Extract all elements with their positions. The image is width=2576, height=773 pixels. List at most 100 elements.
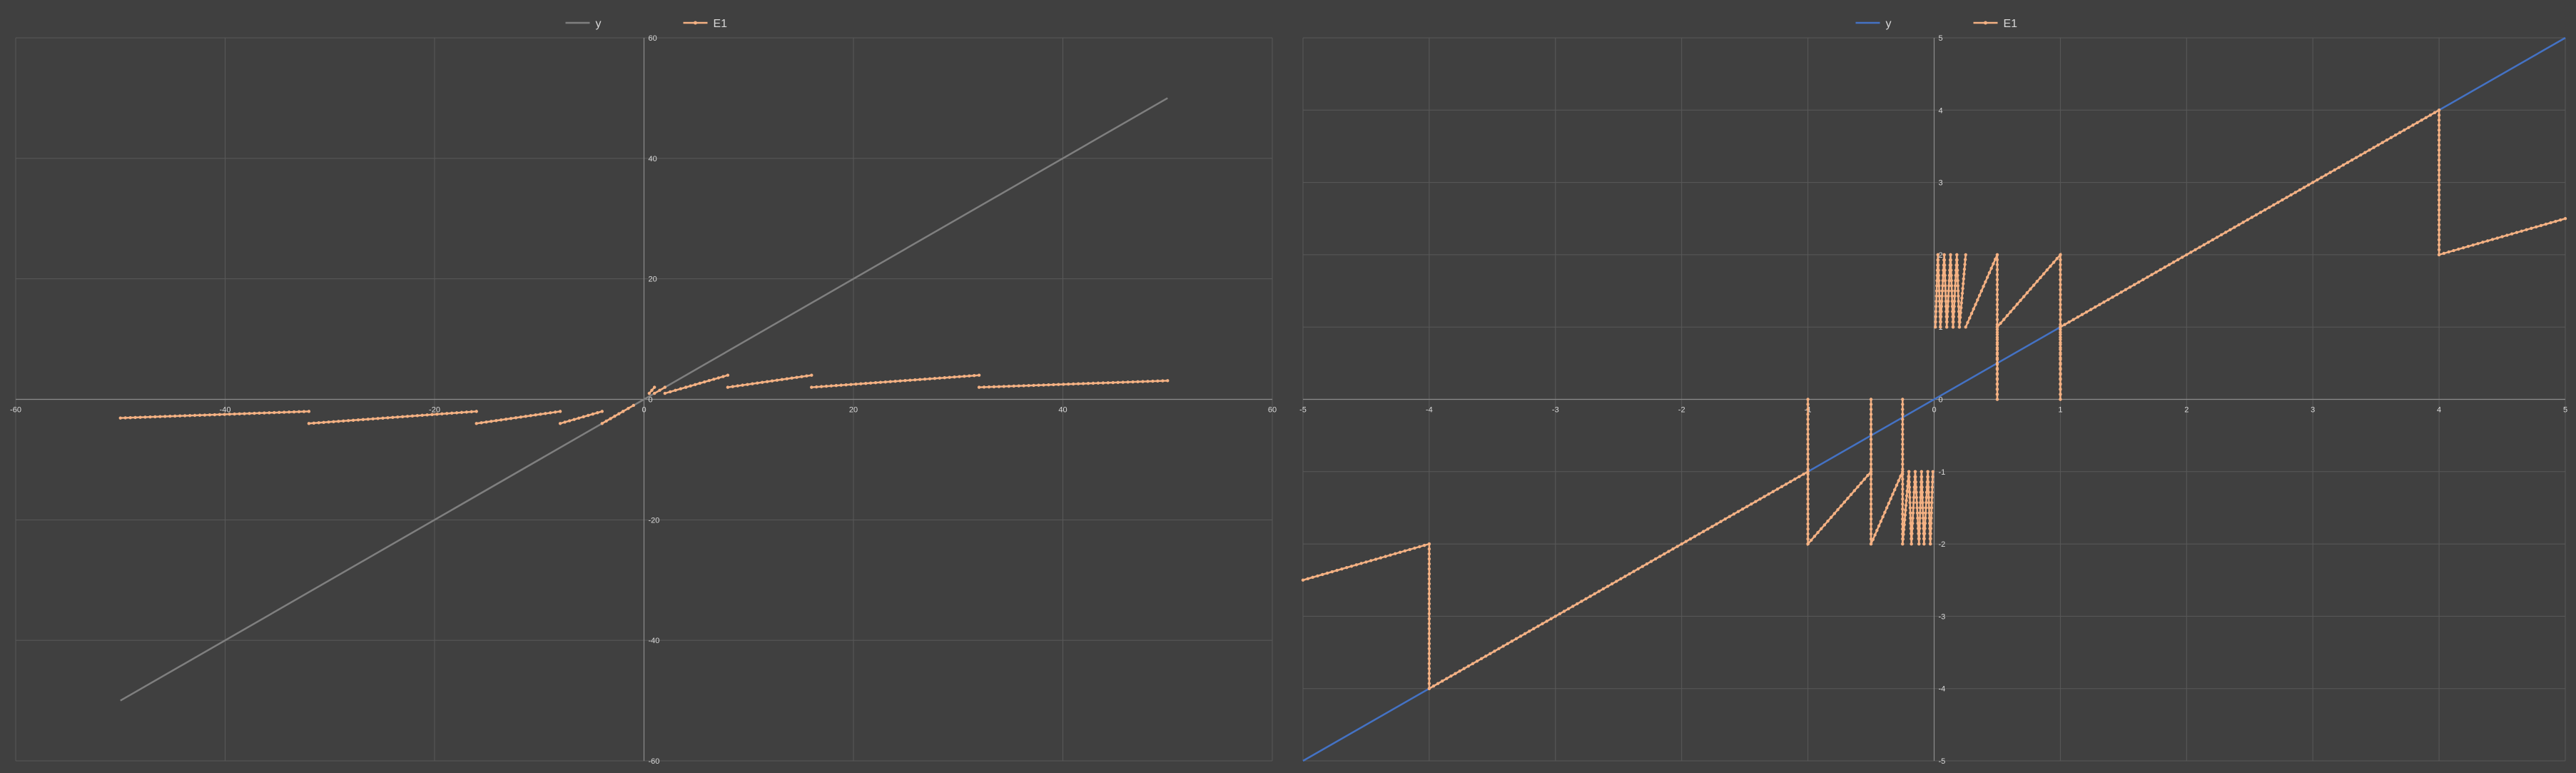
series-E1-marker <box>1942 253 1946 257</box>
series-E1-marker <box>1436 682 1440 685</box>
series-E1-marker <box>716 376 721 380</box>
series-E1-marker <box>1950 289 1954 293</box>
series-E1-marker <box>1330 570 1334 574</box>
series-E1-marker <box>1842 500 1847 504</box>
series-E1-marker <box>1949 273 1953 278</box>
series-E1-marker <box>694 383 697 387</box>
series-E1-marker <box>425 413 429 417</box>
series-E1-marker <box>2403 128 2406 132</box>
series-E1-marker <box>1042 383 1045 387</box>
series-E1-marker <box>1930 495 1934 500</box>
series-E1-marker <box>1325 571 1329 575</box>
series-E1-marker <box>1869 492 1873 496</box>
series-E1-marker <box>2554 219 2557 223</box>
x-tick-label: -4 <box>1426 406 1433 415</box>
series-E1-marker <box>600 422 604 425</box>
series-E1-marker <box>1908 501 1912 505</box>
series-E1-marker <box>2059 263 2062 267</box>
series-E1-marker <box>1945 315 1949 318</box>
series-E1-marker <box>1146 380 1150 383</box>
series-E1-marker <box>1913 470 1917 473</box>
series-E1-marker <box>2495 236 2499 240</box>
series-E1-marker <box>2316 178 2319 182</box>
series-E1-marker <box>2035 280 2039 283</box>
series-E1-marker <box>1384 555 1387 558</box>
series-E1-marker <box>2150 273 2154 277</box>
series-E1-marker <box>1032 383 1035 388</box>
series-E1-marker <box>1806 542 1810 546</box>
series-E1-marker <box>1982 285 1985 288</box>
series-E1-marker <box>2115 293 2119 296</box>
series-E1-marker <box>1632 570 1636 573</box>
series-E1-marker <box>430 413 434 417</box>
series-E1-marker <box>2372 146 2375 149</box>
series-E1-marker <box>1427 642 1431 646</box>
series-E1-marker <box>800 375 803 378</box>
series-E1-marker <box>953 375 956 379</box>
series-E1-marker <box>2059 372 2062 375</box>
series-E1-marker <box>721 375 725 378</box>
series-E1-marker <box>2019 298 2022 303</box>
series-E1-marker <box>1959 305 1963 310</box>
series-E1-marker <box>1885 506 1889 510</box>
x-tick-label: -5 <box>1299 406 1307 415</box>
series-E1-marker <box>1471 662 1475 665</box>
series-E1-marker <box>756 381 759 385</box>
series-E1-marker <box>2437 168 2441 172</box>
series-E1-marker <box>1908 506 1912 510</box>
series-E1-marker <box>1995 258 1999 262</box>
series-E1-marker <box>1995 372 1999 375</box>
x-tick-label: -40 <box>220 406 231 415</box>
series-E1-marker <box>567 419 572 423</box>
series-E1-marker <box>1908 495 1912 500</box>
series-E1-marker <box>1869 517 1873 521</box>
series-E1-marker <box>1427 687 1431 690</box>
series-E1-marker <box>2159 268 2162 272</box>
series-E1-marker <box>1955 268 1959 272</box>
series-E1-marker <box>1942 258 1947 262</box>
series-E1-marker <box>591 412 594 416</box>
series-E1-marker <box>2025 291 2029 295</box>
series-E1-marker <box>2466 245 2470 248</box>
series-E1-marker <box>2059 366 2062 370</box>
series-E1-marker <box>1454 672 1457 675</box>
series-E1-marker <box>1934 299 1938 303</box>
series-E1-marker <box>2059 340 2062 345</box>
series-E1-marker <box>273 410 276 415</box>
series-E1-marker <box>1869 453 1873 456</box>
series-E1-marker <box>1820 527 1823 530</box>
series-E1-marker <box>1562 610 1566 613</box>
series-E1-marker <box>1942 263 1947 267</box>
series-E1-marker <box>1921 511 1925 515</box>
series-E1-marker <box>1944 325 1949 329</box>
series-E1-marker <box>1723 517 1727 521</box>
series-E1-marker <box>572 418 576 421</box>
series-E1-marker <box>1427 542 1431 546</box>
series-E1-marker <box>1995 377 1999 380</box>
series-E1-marker <box>1806 502 1810 506</box>
series-E1-marker <box>1926 480 1930 484</box>
series-E1-marker <box>2059 288 2062 292</box>
series-E1-marker <box>1931 480 1934 484</box>
series-E1-marker <box>1921 516 1925 520</box>
series-E1-marker <box>1903 518 1907 522</box>
series-E1-marker <box>1927 511 1931 515</box>
series-E1-marker <box>2059 258 2062 262</box>
series-E1-marker <box>1995 356 1999 360</box>
series-E1-marker <box>405 415 410 418</box>
series-E1-marker <box>2437 243 2441 247</box>
series-E1-marker <box>918 378 922 381</box>
series-E1-marker <box>1901 502 1905 506</box>
series-E1-marker <box>1458 670 1461 673</box>
series-E1-marker <box>1479 657 1484 660</box>
series-E1-marker <box>2461 246 2465 250</box>
series-E1-marker <box>1937 263 1940 267</box>
series-E1-marker <box>2437 113 2441 117</box>
series-E1-marker <box>1934 320 1937 324</box>
series-E1-marker <box>2355 156 2358 159</box>
series-E1-marker <box>1944 299 1948 303</box>
series-E1-marker <box>1995 273 1999 277</box>
series-E1-marker <box>1911 516 1915 520</box>
series-E1-marker <box>1925 501 1928 505</box>
series-E1-marker <box>829 384 833 388</box>
